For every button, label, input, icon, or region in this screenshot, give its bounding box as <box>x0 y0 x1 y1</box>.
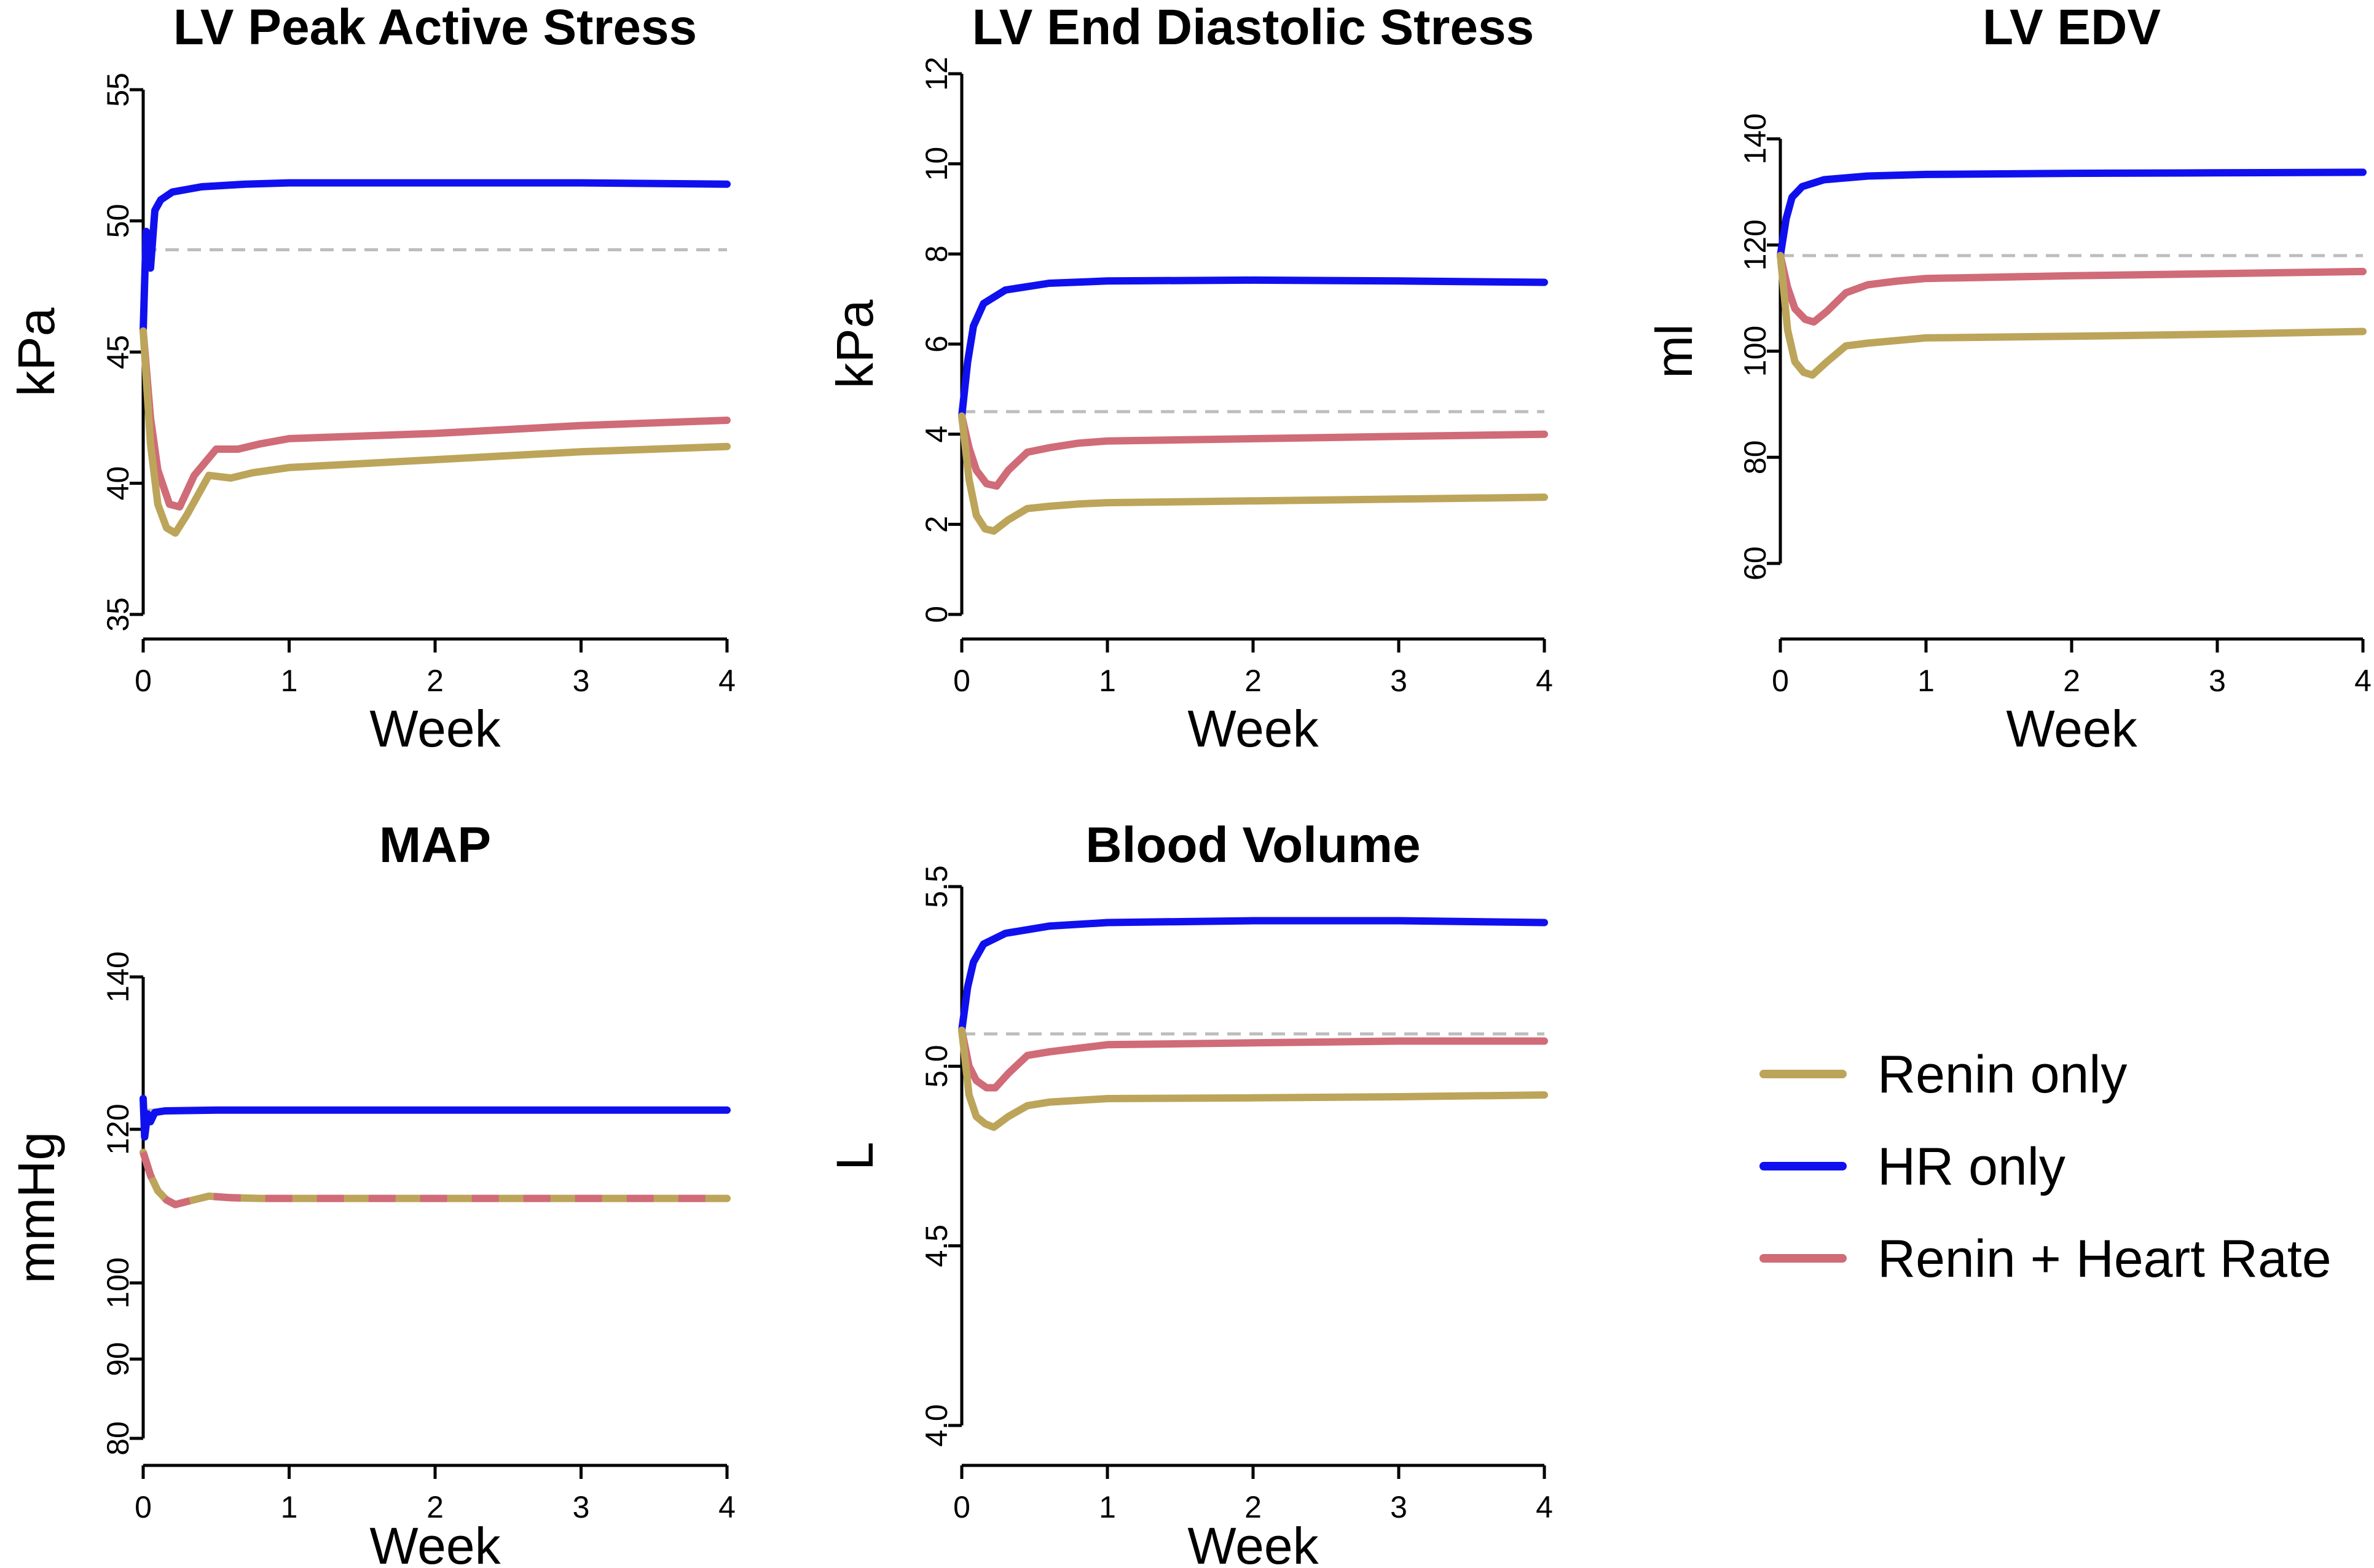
x-tick-label: 0 <box>1772 664 1789 698</box>
chart-title: Blood Volume <box>1085 817 1420 873</box>
x-tick-label: 1 <box>281 1490 298 1524</box>
chart-blood-volume: Blood Volume 4.0 4.5 5.0 5.5 0 1 2 3 4 Week L <box>826 817 1553 1568</box>
y-tick-label: 100 <box>1738 326 1772 377</box>
y-tick-label: 100 <box>101 1257 135 1308</box>
series-line-renin_hr <box>958 412 1548 490</box>
x-tick-label: 0 <box>953 664 970 698</box>
series-line-renin_hr <box>1777 252 2367 326</box>
x-tick-label: 4 <box>718 1490 736 1524</box>
x-tick-label: 0 <box>953 1490 970 1524</box>
y-axis-label: kPa <box>826 299 884 388</box>
x-axis-label: Week <box>1187 1517 1319 1568</box>
y-axis-label: kPa <box>7 307 65 396</box>
series-line-renin_only <box>958 1026 1548 1131</box>
y-tick-label: 5.5 <box>919 865 954 908</box>
series-line-hr_only <box>958 276 1548 420</box>
y-tick-label: 120 <box>1738 219 1772 270</box>
chart-title: MAP <box>379 817 491 873</box>
y-tick-label: 6 <box>919 335 954 353</box>
legend-label-renin_only: Renin only <box>1877 1045 2127 1104</box>
series-line-hr_only <box>140 1095 731 1141</box>
series-line-renin_hr <box>140 327 731 511</box>
chart-lv-peak-active-stress: LV Peak Active Stress 35 40 45 50 55 0 1 2 3 4 Week… <box>7 0 736 758</box>
x-axis-label: Week <box>369 700 501 758</box>
chart-title: LV Peak Active Stress <box>173 0 697 55</box>
y-tick-label: 80 <box>1738 440 1772 474</box>
x-tick-label: 2 <box>426 664 444 698</box>
y-tick-label: 12 <box>919 57 954 91</box>
y-tick-label: 4 <box>919 426 954 443</box>
chart-lv-edv: LV EDV 60 80 100 120 140 0 1 2 3 4 Week ml <box>1645 0 2372 758</box>
x-tick-label: 0 <box>135 664 152 698</box>
y-tick-label: 10 <box>919 147 954 181</box>
y-tick-label: 4.0 <box>919 1404 954 1447</box>
y-tick-label: 120 <box>101 1103 135 1154</box>
legend-label-hr_only: HR only <box>1877 1137 2065 1196</box>
series-line-hr_only <box>958 917 1548 1034</box>
y-tick-label: 60 <box>1738 546 1772 581</box>
x-tick-label: 4 <box>1536 1490 1553 1524</box>
legend-label-renin_hr: Renin + Heart Rate <box>1877 1229 2332 1288</box>
y-tick-label: 140 <box>101 951 135 1002</box>
chart-title: LV EDV <box>1983 0 2161 55</box>
x-axis-label: Week <box>1187 700 1319 758</box>
y-tick-label: 5.0 <box>919 1045 954 1088</box>
chart-title: LV End Diastolic Stress <box>972 0 1534 55</box>
x-tick-label: 2 <box>1244 1490 1262 1524</box>
y-tick-label: 8 <box>919 245 954 262</box>
y-tick-label: 80 <box>101 1421 135 1456</box>
series-line-renin_hr <box>140 1151 727 1209</box>
x-tick-label: 0 <box>135 1490 152 1524</box>
x-axis-label: Week <box>369 1517 501 1568</box>
x-tick-label: 1 <box>1099 1490 1116 1524</box>
x-tick-label: 3 <box>573 664 590 698</box>
x-tick-label: 1 <box>1099 664 1116 698</box>
series-line-renin_only <box>1777 252 2367 379</box>
series-line-hr_only <box>1777 168 2367 259</box>
y-axis-label: mmHg <box>7 1132 65 1284</box>
y-axis-label: L <box>826 1142 884 1170</box>
x-tick-label: 3 <box>573 1490 590 1524</box>
legend: Renin only HR only Renin + Heart Rate <box>1759 1045 2332 1288</box>
y-tick-label: 0 <box>919 606 954 623</box>
series-line-renin_only <box>958 412 1548 535</box>
x-tick-label: 1 <box>1917 664 1935 698</box>
y-tick-label: 140 <box>1738 113 1772 164</box>
y-tick-label: 4.5 <box>919 1225 954 1268</box>
x-tick-label: 4 <box>1536 664 1553 698</box>
x-tick-label: 1 <box>281 664 298 698</box>
x-tick-label: 2 <box>1244 664 1262 698</box>
y-tick-label: 90 <box>101 1342 135 1376</box>
y-tick-label: 50 <box>101 204 135 238</box>
x-tick-label: 3 <box>1390 1490 1407 1524</box>
x-tick-label: 2 <box>2063 664 2080 698</box>
series-line-renin_hr <box>958 1026 1548 1092</box>
x-tick-label: 4 <box>2354 664 2372 698</box>
x-tick-label: 2 <box>426 1490 444 1524</box>
y-tick-label: 2 <box>919 515 954 533</box>
chart-map: MAP 80 90 100 120 140 0 1 2 3 4 Week mmHg <box>7 817 736 1568</box>
y-axis-label: ml <box>1645 324 1703 378</box>
series-line-hr_only <box>140 179 731 335</box>
x-tick-label: 4 <box>718 664 736 698</box>
y-tick-label: 40 <box>101 466 135 501</box>
y-tick-label: 45 <box>101 335 135 369</box>
y-tick-label: 55 <box>101 73 135 107</box>
x-axis-label: Week <box>2006 700 2137 758</box>
x-tick-label: 3 <box>1390 664 1407 698</box>
x-tick-label: 3 <box>2209 664 2226 698</box>
series-line-renin_only <box>140 327 731 537</box>
y-tick-label: 35 <box>101 597 135 632</box>
